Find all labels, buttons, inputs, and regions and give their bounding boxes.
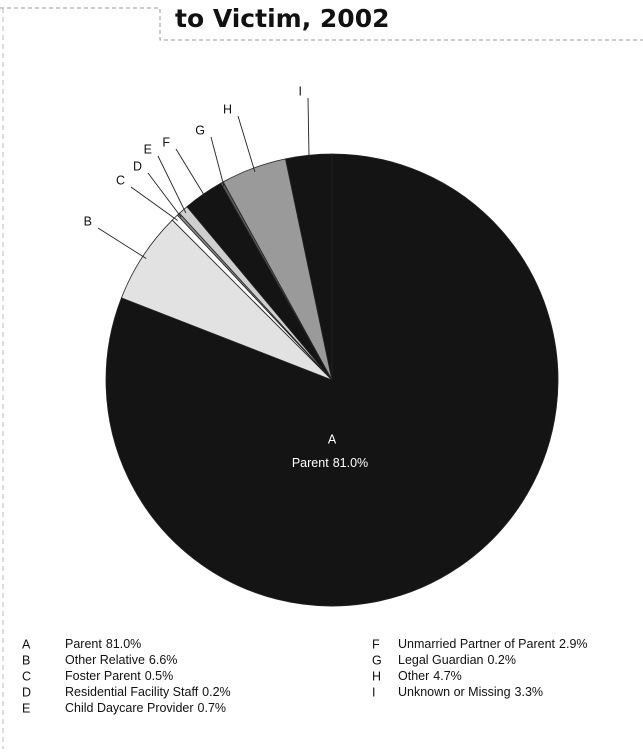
leader-line	[147, 172, 182, 218]
slice-key: A	[328, 432, 337, 446]
slice-value: 81.0%	[333, 456, 368, 470]
leader-line	[157, 155, 187, 214]
legend-key: F	[372, 637, 380, 651]
legend-value: 6.6%	[149, 653, 178, 667]
legend-key: I	[372, 685, 375, 699]
legend-label: Child Daycare Provider 0.7%	[65, 701, 226, 715]
legend-value: 0.5%	[145, 669, 174, 683]
slice-key: I	[299, 84, 302, 98]
legend-name: Other	[398, 669, 429, 683]
legend-label: Unmarried Partner of Parent 2.9%	[398, 637, 588, 651]
chart-title: to Victim, 2002	[175, 4, 389, 33]
leader-line	[307, 97, 310, 160]
legend-key: G	[372, 653, 382, 667]
legend-key: C	[22, 669, 31, 683]
legend: A Parent 81.0% B Other Relative 6.6% C Foster P…	[22, 637, 588, 715]
legend-key: D	[22, 685, 31, 699]
slice-name: Parent	[292, 456, 329, 470]
legend-value: 4.7%	[433, 669, 462, 683]
legend-name: Unknown or Missing	[398, 685, 511, 699]
slice-key: G	[195, 123, 205, 137]
legend-label: Residential Facility Staff 0.2%	[65, 685, 231, 699]
legend-name: Residential Facility Staff	[65, 685, 199, 699]
frame-line	[0, 7, 643, 41]
legend-label: Other 4.7%	[398, 669, 462, 683]
legend-label: Legal Guardian 0.2%	[398, 653, 516, 667]
legend-value: 0.2%	[487, 653, 516, 667]
legend-name: Unmarried Partner of Parent	[398, 637, 556, 651]
slice-key: H	[223, 102, 232, 116]
slice-key: D	[133, 159, 142, 173]
legend-value: 3.3%	[515, 685, 544, 699]
legend-label: Parent 81.0%	[65, 637, 141, 651]
leader-line	[97, 227, 147, 259]
legend-name: Parent	[65, 637, 102, 651]
legend-name: Child Daycare Provider	[65, 701, 194, 715]
legend-key: B	[22, 653, 30, 667]
legend-key: H	[372, 669, 381, 683]
slice-label: Parent 81.0%	[292, 456, 368, 470]
legend-value: 81.0%	[106, 637, 141, 651]
slice-key: F	[162, 135, 170, 149]
legend-key: A	[22, 637, 31, 651]
legend-label: Foster Parent 0.5%	[65, 669, 173, 683]
leader-line	[130, 186, 178, 221]
legend-name: Legal Guardian	[398, 653, 484, 667]
leader-line	[237, 115, 256, 172]
legend-name: Foster Parent	[65, 669, 141, 683]
legend-name: Other Relative	[65, 653, 145, 667]
legend-value: 0.2%	[202, 685, 231, 699]
legend-value: 0.7%	[198, 701, 227, 715]
legend-label: Unknown or Missing 3.3%	[398, 685, 543, 699]
legend-value: 2.9%	[559, 637, 588, 651]
pie	[105, 153, 559, 607]
slice-key: B	[84, 214, 92, 228]
leader-line	[175, 148, 206, 198]
slice-key: E	[144, 142, 152, 156]
leader-line	[210, 136, 225, 187]
slice-key: C	[116, 173, 125, 187]
legend-key: E	[22, 701, 30, 715]
legend-label: Other Relative 6.6%	[65, 653, 177, 667]
slice-labels: A Parent 81.0% B CDE F G H I	[84, 84, 368, 470]
